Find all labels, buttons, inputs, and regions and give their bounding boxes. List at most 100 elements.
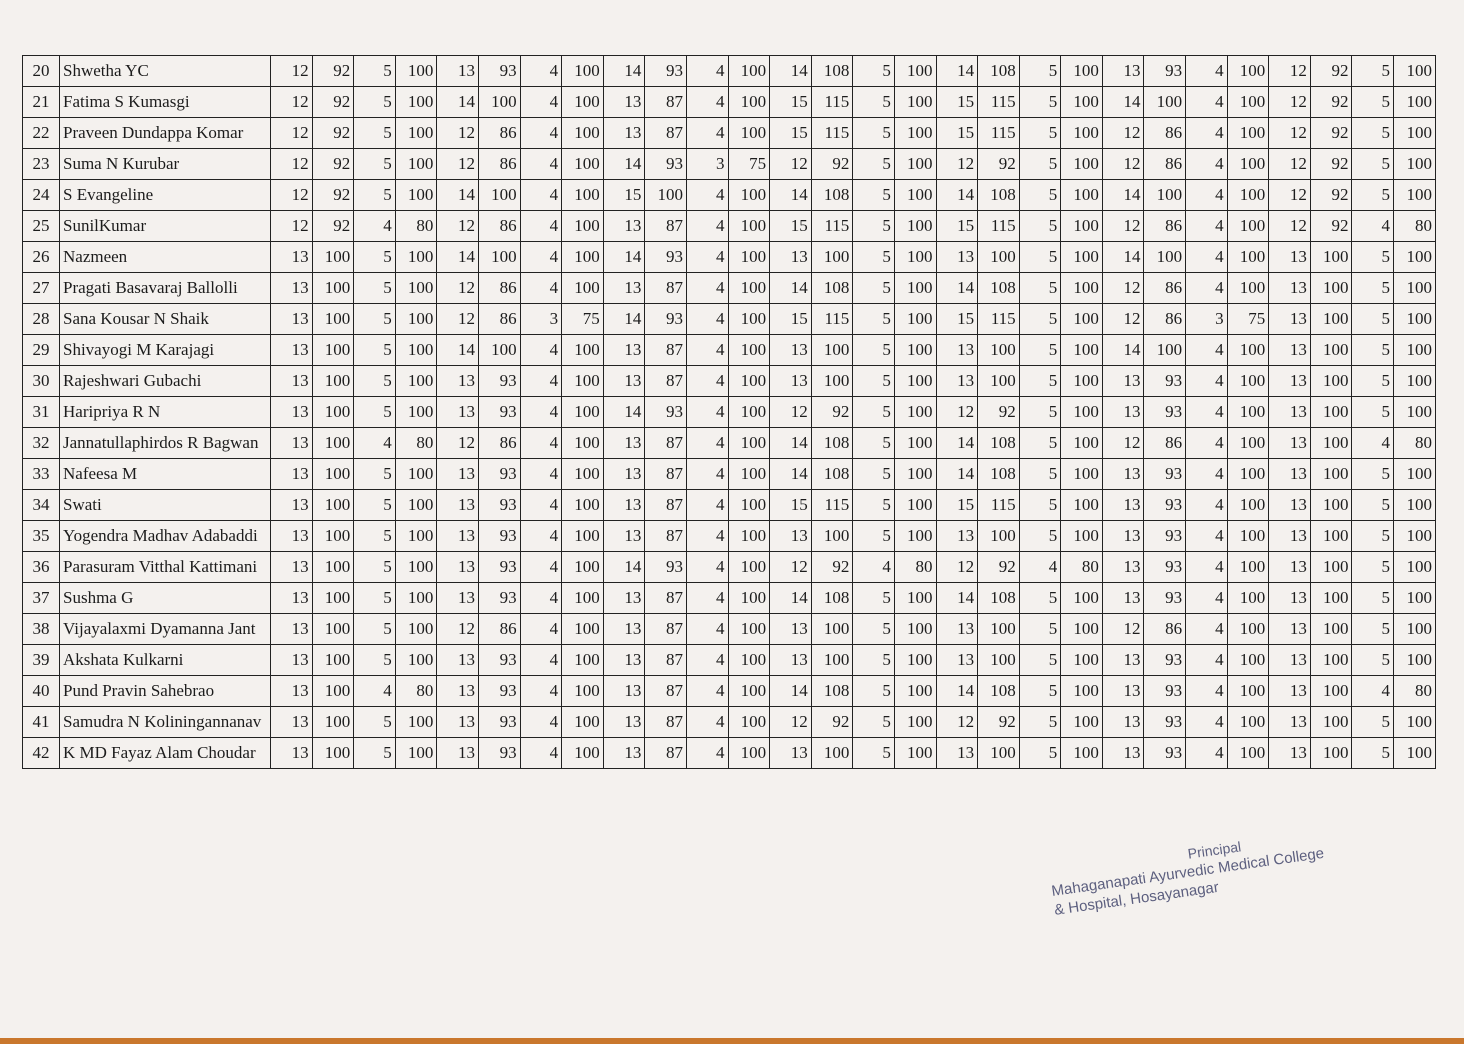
table-row: 30 Rajeshwari Gubachi 13 100 5 100 13 93 4 100 13 8…	[22, 365, 1436, 397]
score-cell: 14	[1101, 179, 1145, 211]
score-cell: 100	[893, 334, 937, 366]
score-cell: 13	[1268, 458, 1311, 490]
score-cell: 100	[394, 179, 438, 211]
score-cell: 93	[477, 55, 521, 87]
score-cell: 100	[1143, 241, 1187, 273]
score-cell: 4	[519, 458, 563, 490]
score-cell: 86	[1143, 303, 1187, 335]
score-cell: 108	[810, 272, 854, 304]
score-cell: 5	[1018, 458, 1062, 490]
score-cell: 12	[1101, 272, 1145, 304]
score-cell: 100	[394, 365, 438, 397]
score-cell: 3	[685, 148, 729, 180]
score-cell: 13	[1101, 458, 1145, 490]
score-cell: 13	[1101, 737, 1145, 769]
score-cell: 14	[436, 86, 479, 118]
score-cell: 93	[477, 458, 521, 490]
score-cell: 5	[1018, 644, 1062, 676]
score-cell: 108	[977, 272, 1020, 304]
score-cell: 100	[727, 706, 771, 738]
score-cell: 100	[311, 551, 355, 583]
score-cell: 14	[769, 427, 812, 459]
score-cell: 4	[1185, 489, 1228, 521]
score-cell: 100	[1060, 55, 1103, 87]
table-row: 23 Suma N Kurubar 12 92 5 100 12 86 4 100 14 93 3 75 1…	[22, 148, 1436, 180]
score-cell: 13	[1101, 365, 1145, 397]
score-cell: 13	[602, 210, 646, 242]
score-cell: 100	[727, 117, 771, 149]
score-cell: 5	[852, 613, 895, 645]
score-cell: 108	[810, 582, 854, 614]
score-cell: 5	[1351, 644, 1395, 676]
score-cell: 12	[1268, 117, 1311, 149]
score-cell: 100	[727, 644, 771, 676]
score-cell: 100	[893, 55, 937, 87]
score-cell: 100	[893, 117, 937, 149]
score-cell: 14	[602, 55, 646, 87]
score-cell: 12	[1101, 117, 1145, 149]
score-cell: 5	[1351, 520, 1395, 552]
score-cell: 100	[311, 303, 355, 335]
score-cell: 86	[1143, 148, 1187, 180]
score-cell: 12	[935, 551, 979, 583]
score-cell: 100	[561, 272, 604, 304]
score-cell: 100	[1226, 396, 1270, 428]
score-cell: 100	[1060, 148, 1103, 180]
score-cell: 5	[852, 117, 895, 149]
student-name: Pund Pravin Sahebrao	[59, 675, 271, 707]
score-cell: 100	[1226, 148, 1270, 180]
score-cell: 100	[893, 148, 937, 180]
score-cell: 93	[1143, 551, 1187, 583]
score-cell: 4	[519, 365, 563, 397]
score-cell: 15	[769, 117, 812, 149]
score-cell: 100	[893, 86, 937, 118]
score-cell: 4	[685, 241, 729, 273]
score-cell: 93	[477, 396, 521, 428]
score-cell: 5	[852, 303, 895, 335]
serial-number: 41	[22, 706, 60, 738]
score-cell: 12	[1268, 148, 1311, 180]
score-cell: 100	[1060, 179, 1103, 211]
score-cell: 12	[935, 148, 979, 180]
score-cell: 100	[1226, 241, 1270, 273]
score-cell: 3	[519, 303, 563, 335]
score-cell: 92	[1309, 210, 1353, 242]
table-row: 37 Sushma G 13 100 5 100 13 93 4 100 13 87 4 100 14 108…	[22, 582, 1436, 614]
score-cell: 100	[1309, 706, 1353, 738]
score-cell: 80	[1393, 210, 1436, 242]
score-cell: 12	[270, 117, 313, 149]
score-cell: 5	[1018, 272, 1062, 304]
score-cell: 5	[1351, 396, 1395, 428]
score-cell: 5	[1351, 179, 1395, 211]
score-cell: 15	[935, 303, 979, 335]
score-cell: 100	[727, 241, 771, 273]
score-cell: 5	[353, 272, 396, 304]
score-cell: 100	[1060, 706, 1103, 738]
score-cell: 100	[477, 86, 521, 118]
score-cell: 4	[1351, 210, 1395, 242]
score-cell: 13	[436, 706, 479, 738]
score-cell: 100	[1060, 396, 1103, 428]
score-cell: 13	[602, 706, 646, 738]
score-cell: 100	[1393, 86, 1436, 118]
score-cell: 100	[1393, 365, 1436, 397]
score-cell: 75	[561, 303, 604, 335]
score-cell: 93	[1143, 396, 1187, 428]
score-cell: 92	[977, 148, 1020, 180]
score-cell: 15	[935, 117, 979, 149]
score-cell: 12	[935, 706, 979, 738]
score-cell: 5	[353, 148, 396, 180]
score-cell: 5	[1018, 303, 1062, 335]
student-name: Nafeesa M	[59, 458, 271, 490]
student-name: Samudra N Koliningannanav	[59, 706, 271, 738]
score-cell: 5	[1351, 334, 1395, 366]
score-cell: 100	[394, 458, 438, 490]
score-cell: 87	[644, 737, 687, 769]
student-name: Sushma G	[59, 582, 271, 614]
score-cell: 93	[644, 148, 687, 180]
score-cell: 100	[394, 86, 438, 118]
score-cell: 14	[436, 334, 479, 366]
score-cell: 5	[852, 737, 895, 769]
score-cell: 5	[1351, 117, 1395, 149]
score-cell: 5	[1018, 737, 1062, 769]
